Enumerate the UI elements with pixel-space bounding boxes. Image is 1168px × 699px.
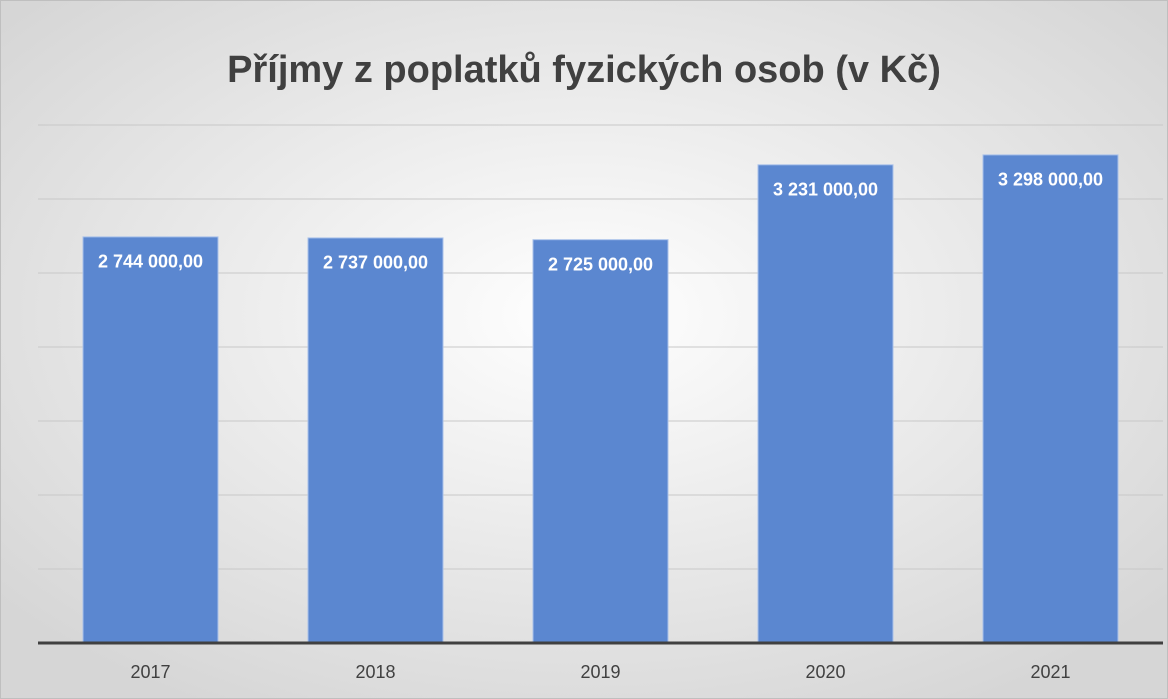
bar (982, 154, 1119, 644)
bar (757, 164, 894, 644)
chart-title: Příjmy z poplatků fyzických osob (v Kč) (227, 49, 941, 91)
x-tick-label: 2020 (805, 662, 845, 682)
data-label: 2 737 000,00 (323, 253, 428, 273)
x-tick-label: 2021 (1030, 662, 1070, 682)
x-tick-label: 2017 (130, 662, 170, 682)
bar (307, 237, 444, 644)
data-label: 2 744 000,00 (98, 252, 203, 272)
x-tick-label: 2019 (580, 662, 620, 682)
bar (82, 236, 219, 644)
data-label: 3 231 000,00 (773, 180, 878, 200)
data-label: 3 298 000,00 (998, 170, 1103, 190)
data-label: 2 725 000,00 (548, 254, 653, 274)
bar (532, 239, 669, 644)
x-tick-label: 2018 (355, 662, 395, 682)
